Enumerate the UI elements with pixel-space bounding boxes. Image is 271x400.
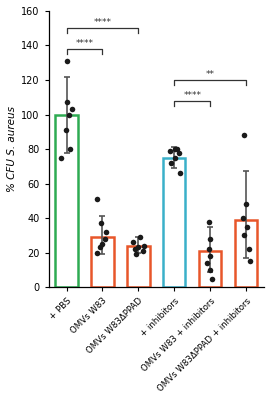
Point xyxy=(59,154,64,161)
Point xyxy=(137,234,142,240)
Point xyxy=(95,196,99,202)
Point xyxy=(243,201,248,208)
Point xyxy=(102,236,107,242)
Point xyxy=(175,146,179,152)
Point xyxy=(168,148,172,154)
Text: ****: **** xyxy=(93,18,111,27)
Point xyxy=(133,246,137,252)
Point xyxy=(65,99,69,106)
Text: ****: **** xyxy=(76,39,93,48)
Bar xyxy=(56,114,78,287)
Point xyxy=(64,58,69,64)
Point xyxy=(242,132,247,138)
Point xyxy=(208,267,212,273)
Point xyxy=(98,244,102,251)
Point xyxy=(204,260,209,266)
Point xyxy=(245,224,249,230)
Point xyxy=(136,244,140,251)
Point xyxy=(247,246,251,252)
Bar xyxy=(127,246,150,287)
Text: ****: **** xyxy=(183,91,201,100)
Point xyxy=(95,250,99,256)
Point xyxy=(208,253,212,259)
Bar xyxy=(199,251,221,287)
Point xyxy=(169,160,173,166)
Point xyxy=(104,229,108,235)
Text: **: ** xyxy=(206,70,215,79)
Point xyxy=(68,146,72,152)
Point xyxy=(248,258,252,264)
Point xyxy=(172,146,177,152)
Point xyxy=(141,248,146,254)
Point xyxy=(210,275,214,282)
Point xyxy=(64,127,68,133)
Point xyxy=(141,242,146,249)
Y-axis label: % CFU S. aureus: % CFU S. aureus xyxy=(7,106,17,192)
Point xyxy=(241,215,246,221)
Point xyxy=(178,170,182,176)
Point xyxy=(208,236,212,242)
Point xyxy=(177,149,182,156)
Point xyxy=(207,218,211,225)
Point xyxy=(70,106,75,112)
Point xyxy=(173,154,177,161)
Bar xyxy=(163,158,185,287)
Point xyxy=(207,246,211,252)
Point xyxy=(67,111,72,118)
Point xyxy=(134,251,138,258)
Point xyxy=(100,241,105,247)
Point xyxy=(242,232,246,238)
Point xyxy=(99,220,103,226)
Bar xyxy=(235,220,257,287)
Point xyxy=(130,239,135,246)
Bar xyxy=(91,237,114,287)
